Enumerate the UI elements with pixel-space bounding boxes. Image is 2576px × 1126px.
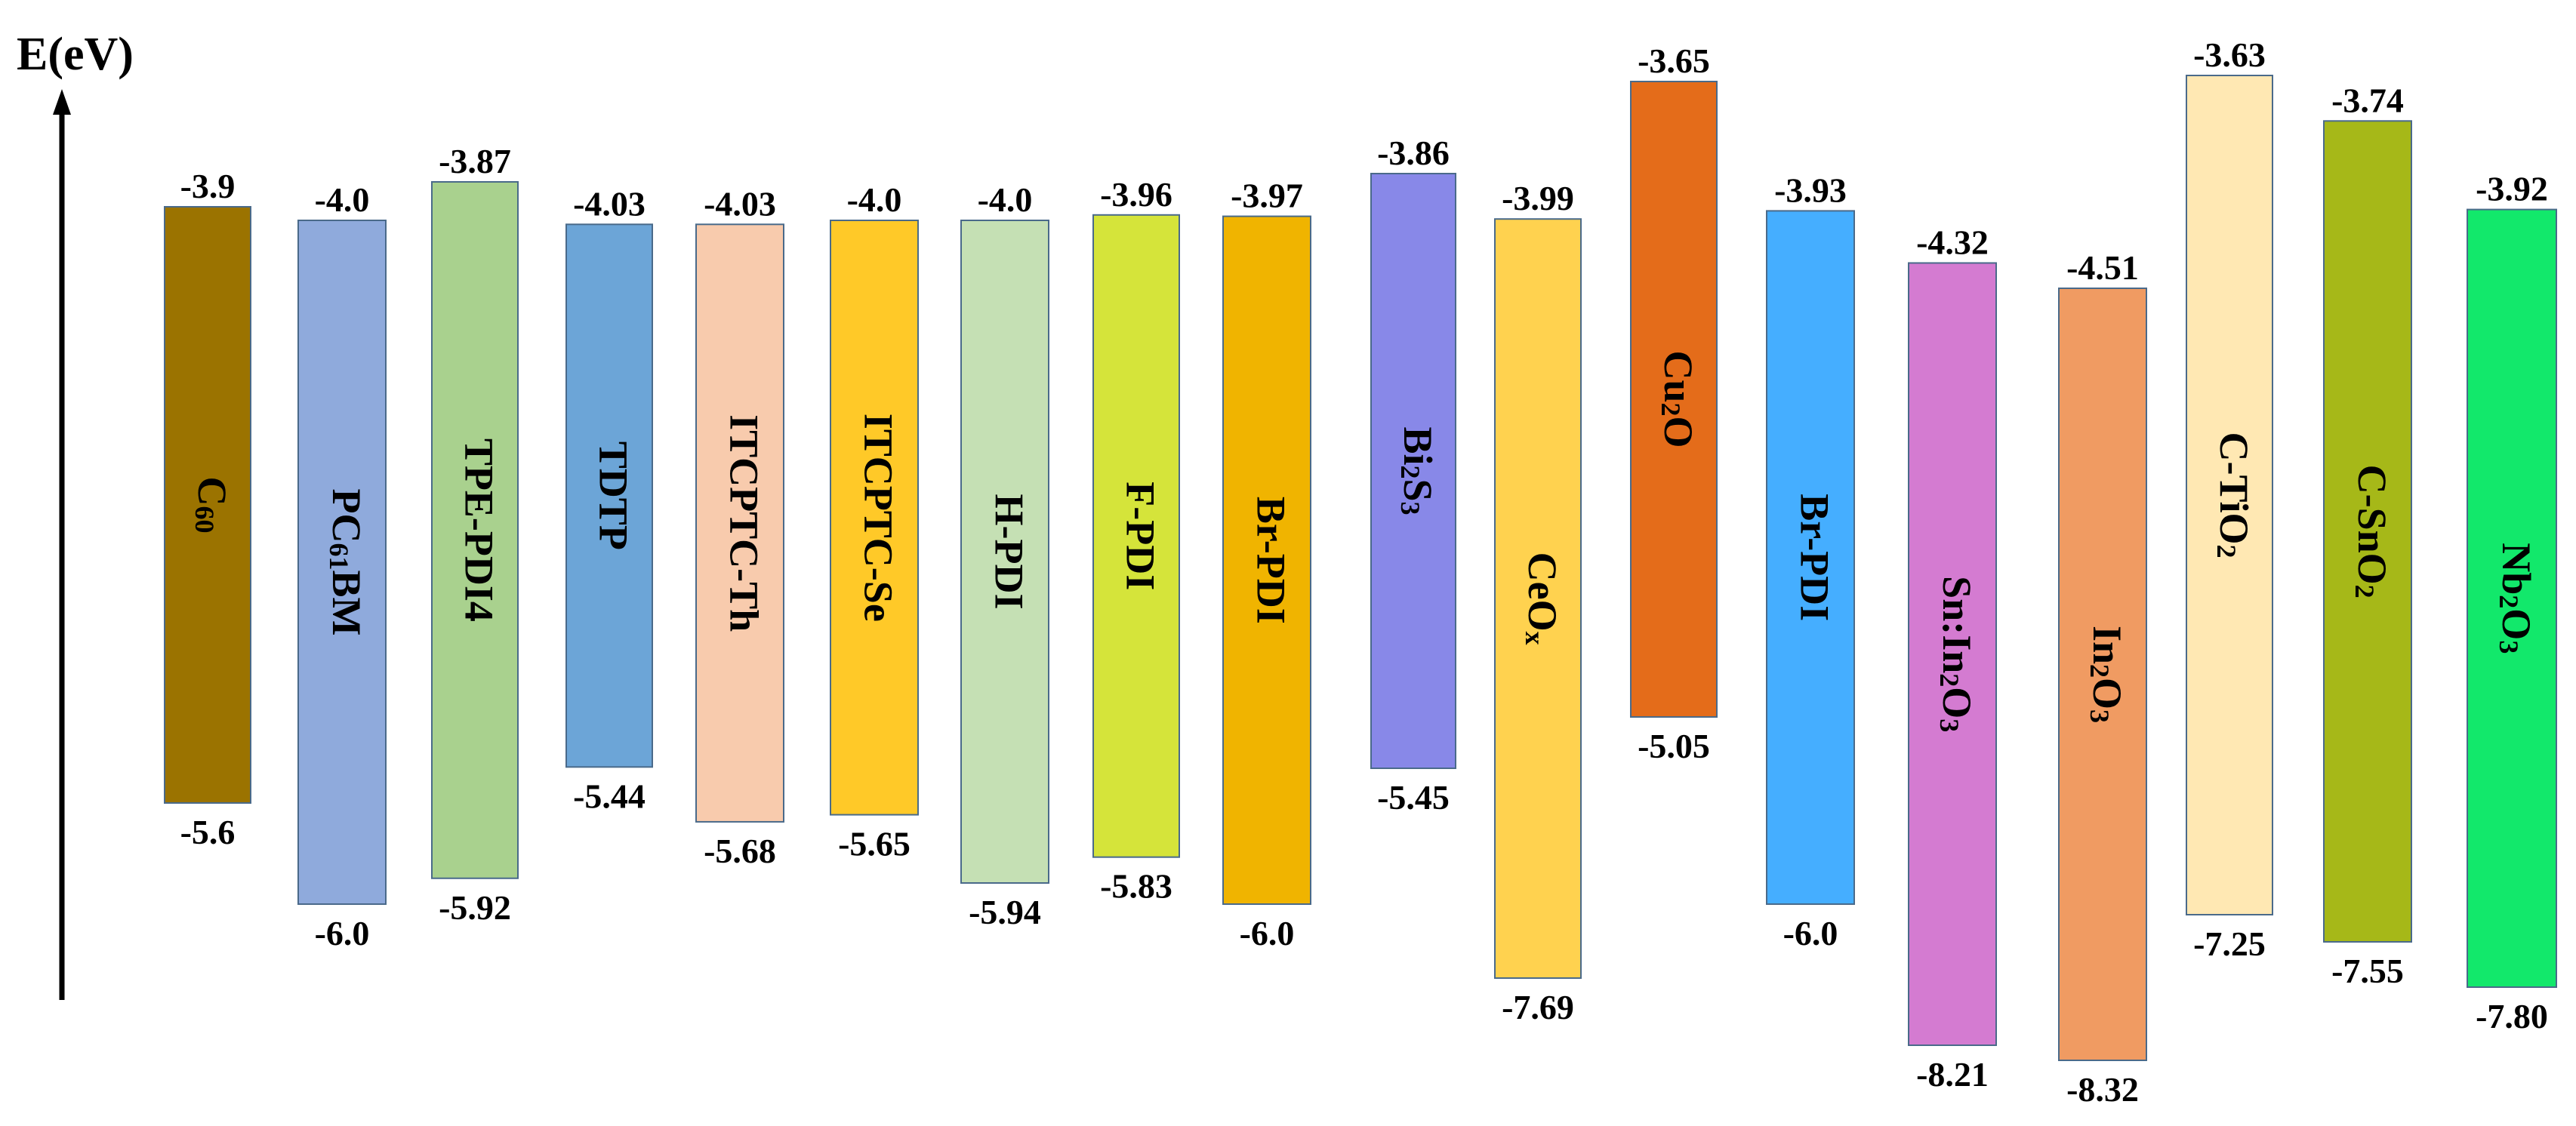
energy-bar — [2186, 75, 2273, 915]
energy-bar — [1630, 81, 1718, 718]
bar-top-value: -3.93 — [1774, 171, 1847, 209]
bar-top-value: -3.97 — [1231, 177, 1303, 215]
bar-bottom-value: -5.44 — [573, 777, 646, 815]
bar-material-label: Sn:In2O3 — [1934, 576, 1980, 732]
energy-bar — [164, 206, 251, 804]
energy-bar — [1494, 218, 1582, 979]
energy-bar — [960, 220, 1049, 884]
bar-bottom-value: -5.68 — [704, 832, 776, 870]
energy-bar — [2323, 120, 2412, 943]
bar-top-value: -3.92 — [2476, 170, 2548, 208]
bar-bottom-value: -5.65 — [838, 825, 911, 863]
bar-bottom-value: -5.05 — [1638, 727, 1710, 765]
bar-material-label: PC61BM — [324, 489, 369, 636]
bar-material-label: Nb2O3 — [2494, 543, 2539, 654]
bar-top-value: -4.51 — [2066, 248, 2139, 287]
bar-top-value: -3.96 — [1100, 175, 1172, 214]
bar-bottom-value: -7.69 — [1502, 988, 1574, 1026]
energy-bar — [1092, 214, 1180, 858]
bar-top-value: -3.74 — [2331, 81, 2404, 119]
bar-material-label: ITCPTC-Th — [722, 414, 767, 632]
energy-bar — [1222, 215, 1311, 906]
bar-top-value: -3.65 — [1638, 42, 1710, 80]
bar-bottom-value: -7.25 — [2193, 924, 2266, 963]
bar-material-label: Br-PDI — [1792, 494, 1838, 621]
bar-top-value: -4.03 — [704, 184, 776, 223]
energy-bar — [431, 181, 519, 879]
energy-bar — [1908, 262, 1997, 1046]
bar-material-label: In2O3 — [2085, 626, 2130, 723]
bar-material-label: C-TiO2 — [2211, 432, 2257, 558]
bar-top-value: -3.9 — [180, 167, 236, 205]
bar-top-value: -4.32 — [1916, 223, 1989, 261]
energy-bar — [565, 223, 653, 768]
bar-bottom-value: -5.83 — [1100, 867, 1172, 906]
bar-material-label: TDTP — [591, 441, 636, 550]
bar-top-value: -4.0 — [847, 180, 902, 219]
bars-group: -3.9 -5.6 C60 -4.0 -6.0 PC61BM -3.87 -5.92 TPE-P… — [164, 35, 2557, 1109]
bar-material-label: CeOx — [1520, 552, 1565, 645]
bar-top-value: -4.0 — [978, 180, 1033, 219]
bar-bottom-value: -5.6 — [180, 813, 236, 851]
bar-bottom-value: -8.32 — [2066, 1070, 2139, 1109]
bar-bottom-value: -8.21 — [1916, 1055, 1989, 1094]
bar-bottom-value: -7.55 — [2331, 952, 2404, 990]
bar-top-value: -3.63 — [2193, 35, 2266, 74]
bar-top-value: -4.03 — [573, 184, 646, 223]
bar-material-label: C-SnO2 — [2350, 465, 2395, 598]
bar-bottom-value: -5.92 — [439, 888, 511, 927]
bar-bottom-value: -6.0 — [315, 914, 370, 952]
bar-material-label: C60 — [190, 477, 235, 534]
energy-bar — [297, 220, 387, 905]
bar-material-label: H-PDI — [987, 494, 1032, 610]
bar-material-label: Br-PDI — [1249, 497, 1294, 624]
bar-material-label: Bi2S3 — [1395, 426, 1441, 515]
bar-material-label: TPE-PDI4 — [457, 438, 502, 622]
energy-bar — [695, 223, 784, 823]
y-axis-arrow-icon — [53, 89, 71, 115]
bar-bottom-value: -6.0 — [1240, 914, 1295, 952]
bar-top-value: -4.0 — [315, 180, 370, 219]
bar-bottom-value: -6.0 — [1783, 914, 1838, 952]
bar-material-label: F-PDI — [1118, 481, 1163, 590]
y-axis-label: E(eV) — [17, 29, 134, 80]
bar-material-label: ITCPTC-Se — [856, 414, 901, 622]
energy-bar — [830, 220, 919, 816]
energy-bar — [1370, 173, 1456, 769]
bar-bottom-value: -5.94 — [969, 893, 1041, 931]
bar-bottom-value: -7.80 — [2476, 997, 2548, 1035]
bar-top-value: -3.86 — [1377, 134, 1450, 172]
bar-top-value: -3.99 — [1502, 179, 1574, 217]
bar-top-value: -3.87 — [439, 142, 511, 180]
bar-material-label: Cu2O — [1656, 350, 1701, 448]
energy-bar — [1766, 210, 1855, 905]
energy-bar — [2467, 208, 2557, 989]
bar-bottom-value: -5.45 — [1377, 778, 1450, 817]
energy-bar — [2058, 288, 2147, 1061]
